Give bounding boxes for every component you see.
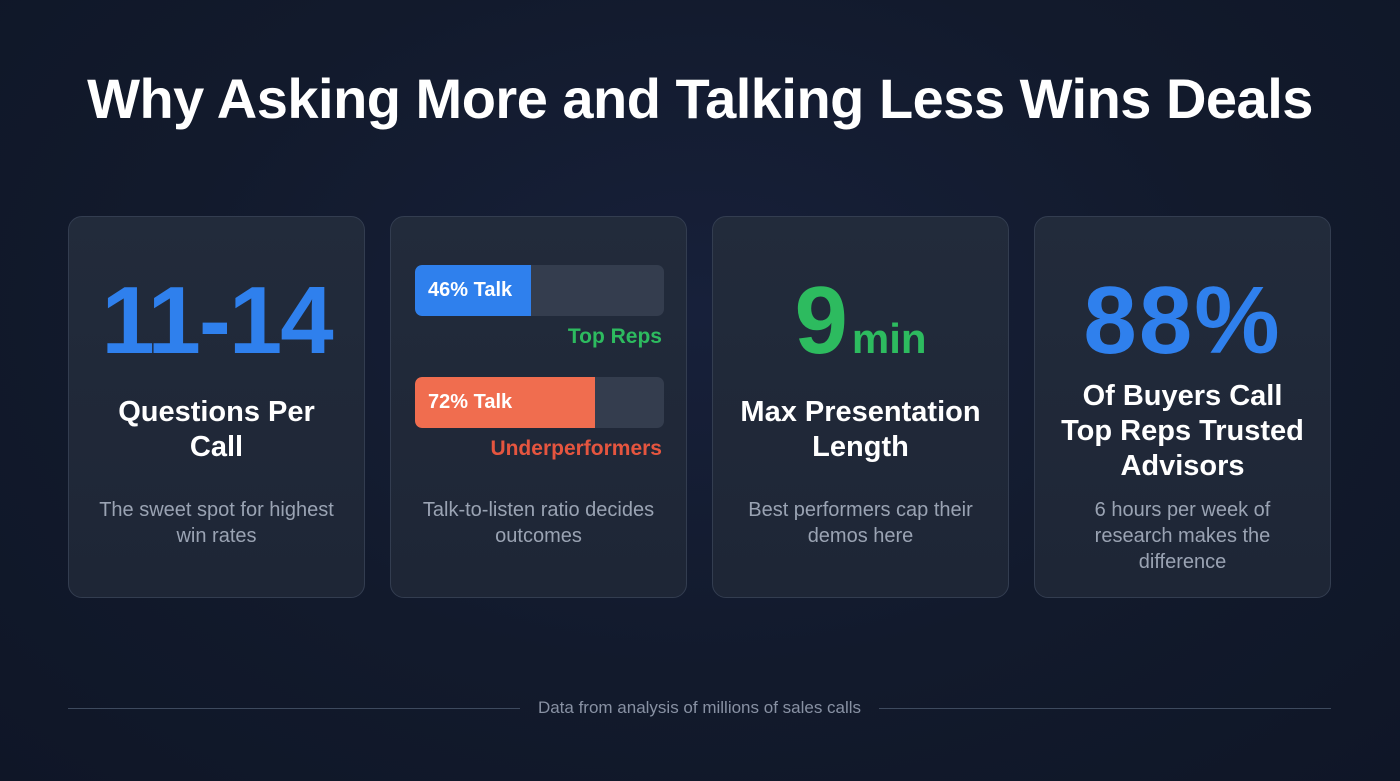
footer-divider-right bbox=[879, 707, 1331, 709]
page-title: Why Asking More and Talking Less Wins De… bbox=[87, 67, 1313, 130]
bar-caption-underperformers: Underperformers bbox=[490, 437, 662, 460]
stat-value: 11-14 bbox=[101, 267, 333, 374]
stat-label: Max Presentation Length bbox=[740, 396, 981, 463]
stat-label: Of Buyers Call Top Reps Trusted Advisors bbox=[1061, 380, 1304, 482]
bar-caption-top-reps: Top Reps bbox=[567, 325, 662, 348]
stat-label: Questions Per Call bbox=[118, 396, 315, 463]
stat-description: The sweet spot for highest win rates bbox=[99, 499, 334, 547]
stat-card-presentation-length: 9min Max Presentation Length Best perfor… bbox=[712, 216, 1009, 598]
stat-description: Best performers cap their demos here bbox=[748, 499, 973, 547]
stat-card-trusted-advisors: 88% Of Buyers Call Top Reps Trusted Advi… bbox=[1034, 216, 1331, 598]
stat-description: Talk-to-listen ratio decides outcomes bbox=[422, 499, 655, 547]
stat-value: 88% bbox=[1083, 267, 1282, 374]
stat-number: 9 bbox=[794, 267, 848, 374]
stat-card-talk-ratio: 46% Talk Top Reps 72% Talk Underperforme… bbox=[390, 216, 687, 598]
talk-bar-fill: 46% Talk bbox=[415, 265, 531, 316]
stat-card-questions: 11-14 Questions Per Call The sweet spot … bbox=[68, 216, 365, 598]
talk-bar-underperformers: 72% Talk bbox=[415, 377, 664, 428]
stat-unit: min bbox=[851, 315, 927, 362]
talk-bar-top-reps: 46% Talk bbox=[415, 265, 664, 316]
talk-bar-fill: 72% Talk bbox=[415, 377, 595, 428]
footer-divider-left bbox=[68, 707, 520, 709]
footer-source: Data from analysis of millions of sales … bbox=[537, 698, 862, 717]
stat-value: 9min bbox=[713, 273, 1008, 369]
stat-description: 6 hours per week of research makes the d… bbox=[1094, 499, 1271, 573]
footer: Data from analysis of millions of sales … bbox=[68, 696, 1331, 720]
